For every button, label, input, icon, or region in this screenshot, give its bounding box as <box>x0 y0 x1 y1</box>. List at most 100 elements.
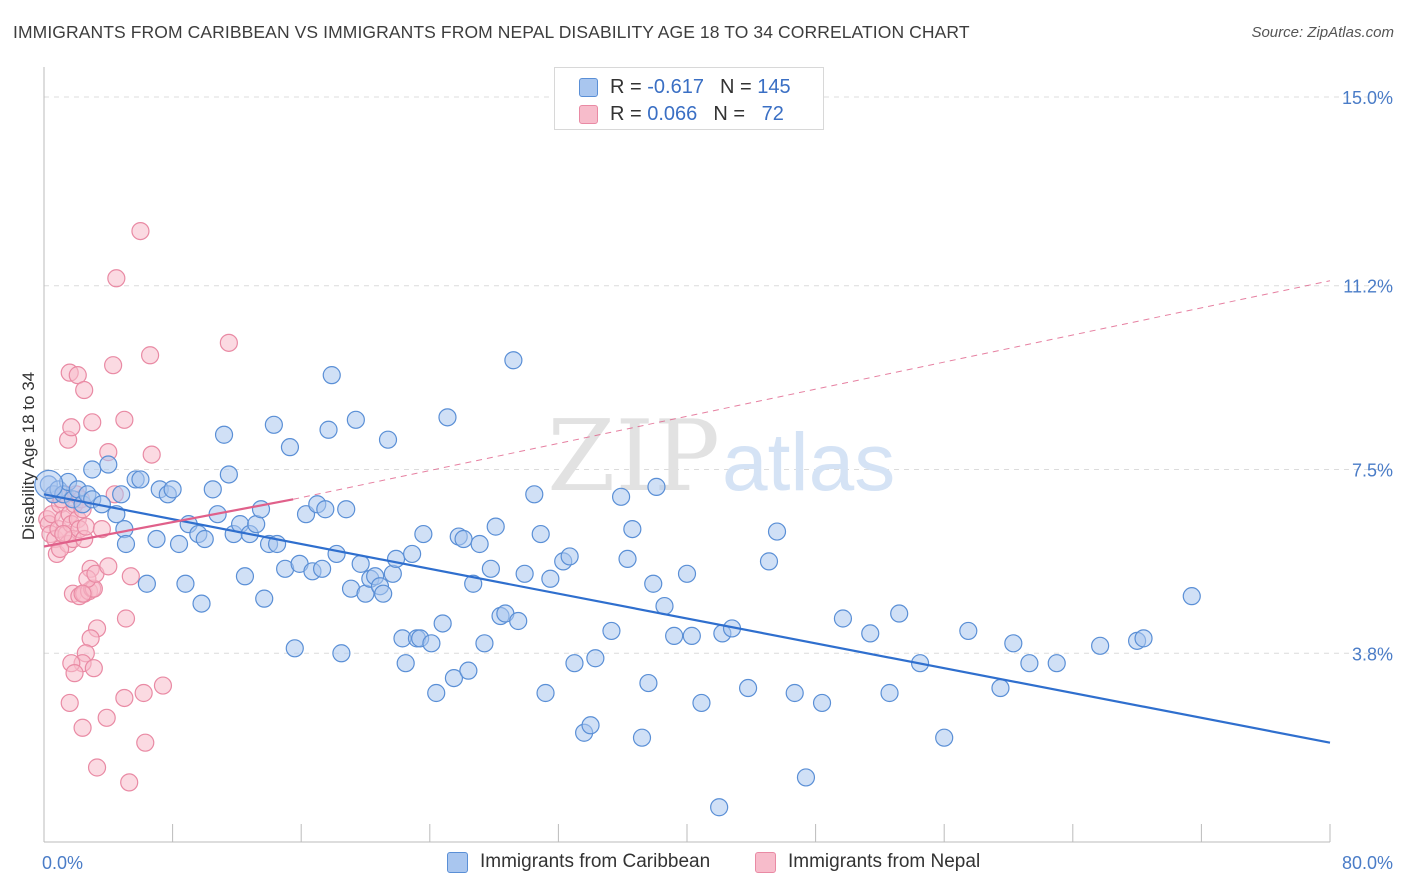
caribbean-point <box>632 728 652 747</box>
caribbean-point <box>351 554 370 573</box>
caribbean-point <box>195 529 214 549</box>
caribbean-point <box>319 420 338 439</box>
nepal-point <box>65 664 84 683</box>
caribbean-point <box>935 728 954 747</box>
legend-r-label: R = <box>610 102 642 125</box>
caribbean-point <box>374 584 393 603</box>
caribbean-point <box>203 480 222 499</box>
caribbean-point <box>759 552 779 571</box>
caribbean-point <box>639 673 658 693</box>
y-tick-label: 7.5% <box>1352 461 1393 481</box>
y-tick-label: 15.0% <box>1342 88 1393 108</box>
caribbean-point <box>531 524 550 544</box>
caribbean-point <box>378 430 398 449</box>
nepal-point <box>60 693 79 713</box>
legend-n-value: 145 <box>757 75 791 98</box>
nepal-point <box>219 333 238 352</box>
caribbean-point <box>880 683 899 703</box>
caribbean-point <box>1091 636 1110 655</box>
y-tick-label: 3.8% <box>1352 644 1393 664</box>
nepal-trendline <box>43 498 294 548</box>
caribbean-point <box>427 683 446 703</box>
caribbean-point <box>1047 654 1066 673</box>
caribbean-trendline <box>43 493 1331 744</box>
nepal-trendline-extended <box>293 280 1331 500</box>
caribbean-point <box>454 529 473 549</box>
caribbean-point <box>647 477 666 496</box>
legend-r-value: -0.617 <box>647 75 704 98</box>
caribbean-point <box>565 654 584 673</box>
caribbean-point <box>959 621 978 641</box>
legend-n-value: 72 <box>761 102 784 125</box>
caribbean-point <box>255 589 274 608</box>
bottom-legend-swatch-caribbean <box>447 851 468 873</box>
nepal-point <box>120 773 139 792</box>
caribbean-point <box>560 547 579 566</box>
caribbean-point <box>785 683 804 703</box>
caribbean-point <box>796 768 816 787</box>
caribbean-point <box>414 524 433 544</box>
caribbean-point <box>611 487 631 506</box>
x-tick-label: 80.0% <box>1342 853 1393 873</box>
nepal-point <box>140 346 160 365</box>
caribbean-point <box>833 609 853 628</box>
caribbean-point <box>312 559 332 578</box>
caribbean-point <box>861 624 880 643</box>
caribbean-point <box>515 564 534 583</box>
legend-row-caribbean: R = -0.617 N = 145 <box>579 72 791 102</box>
caribbean-point <box>1134 629 1153 648</box>
caribbean-point <box>710 798 729 817</box>
nepal-point <box>134 683 153 703</box>
caribbean-point <box>470 534 489 554</box>
caribbean-point <box>346 410 365 429</box>
grid-lines <box>44 96 1390 654</box>
caribbean-point <box>1020 654 1039 673</box>
caribbean-point <box>235 567 255 586</box>
bottom-legend-label-nepal: Immigrants from Nepal <box>788 851 981 872</box>
caribbean-point <box>665 626 684 645</box>
caribbean-point <box>1004 634 1023 653</box>
caribbean-point <box>438 408 457 427</box>
nepal-point <box>115 688 134 708</box>
caribbean-point <box>677 564 697 583</box>
caribbean-point <box>486 517 505 536</box>
tick-labels: 3.8% 7.5% 11.2% 15.0% 0.0% 80.0% <box>42 88 1393 873</box>
caribbean-point <box>890 604 909 623</box>
caribbean-point <box>644 574 663 593</box>
bottom-legend-label-caribbean: Immigrants from Caribbean <box>480 851 711 872</box>
caribbean-point <box>386 549 406 569</box>
legend-swatch-caribbean <box>579 77 598 97</box>
nepal-point <box>153 676 173 695</box>
nepal-point <box>84 659 103 678</box>
nepal-point <box>75 380 94 400</box>
nepal-point <box>54 524 73 544</box>
source-label: Source: ZipAtlas.com <box>1251 24 1394 41</box>
nepal-point <box>116 609 136 628</box>
caribbean-point <box>112 485 131 504</box>
caribbean-point <box>192 594 211 613</box>
caribbean-point <box>541 569 560 588</box>
caribbean-point <box>280 438 300 457</box>
bottom-legend: Immigrants from Caribbean Immigrants fro… <box>0 851 1406 879</box>
x-tick-label: 0.0% <box>42 853 83 873</box>
caribbean-point <box>509 611 528 631</box>
caribbean-point <box>316 500 335 519</box>
caribbean-point <box>812 693 832 713</box>
legend-row-nepal: R = 0.066 N = 72 <box>579 99 784 129</box>
caribbean-point <box>536 683 555 703</box>
nepal-point <box>76 517 95 536</box>
caribbean-point <box>581 716 600 735</box>
bottom-legend-nepal: Immigrants from Nepal <box>755 851 980 873</box>
caribbean-point <box>602 621 621 641</box>
legend-n-label: N = <box>713 102 745 125</box>
nepal-point <box>73 584 92 603</box>
nepal-point <box>142 445 161 464</box>
caribbean-point <box>169 534 189 554</box>
caribbean-point <box>131 470 150 489</box>
watermark-zip: ZIP <box>547 400 720 514</box>
bottom-legend-swatch-nepal <box>755 851 776 873</box>
caribbean-point <box>322 366 341 385</box>
nepal-point <box>83 413 102 432</box>
caribbean-point <box>163 480 182 499</box>
